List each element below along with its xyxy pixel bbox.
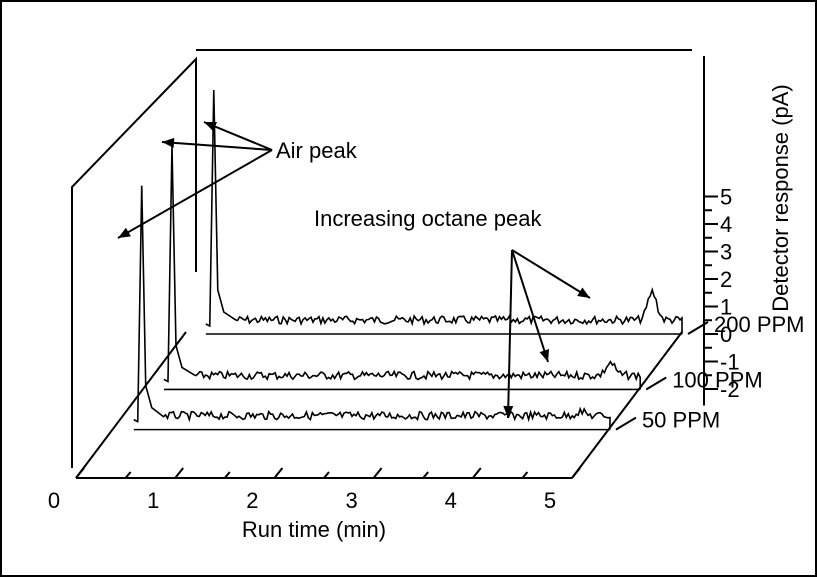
octane-arrow-3-head [503, 405, 514, 418]
octane-arrow-3 [507, 249, 513, 419]
left-wall [71, 56, 197, 468]
legend-label: 50 PPM [642, 408, 720, 433]
annotations: Air peak Increasing octane peak [117, 121, 591, 419]
x-minor-tick [422, 471, 429, 479]
x-tick-label: 3 [345, 488, 357, 513]
y-tick-label: 5 [720, 185, 732, 210]
x-minor-tick [323, 471, 330, 479]
depth-tick [687, 321, 709, 335]
x-axis-label: Run time (min) [242, 517, 386, 542]
y-tick-label: 2 [720, 267, 732, 292]
y-tick-label: 4 [720, 212, 732, 237]
annotation-air-peak: Air peak [276, 138, 358, 163]
air-arrow-2-head [162, 137, 175, 148]
series-traces: 200 PPM 100 PPM 50 PPM [133, 89, 805, 433]
trace-200-ppm [205, 89, 683, 334]
x-tick-label: 4 [445, 488, 457, 513]
legend-label: 100 PPM [672, 367, 763, 392]
x-major-tick [472, 467, 482, 479]
x-tick-label: 2 [246, 488, 258, 513]
trace-50-ppm [133, 185, 611, 430]
x-major-tick [174, 467, 184, 479]
octane-arrow-1-head [577, 287, 590, 298]
axis-labels: Run time (min) Detector response (pA) [242, 84, 793, 542]
octane-arrow-1 [511, 249, 591, 299]
x-major-tick [75, 467, 85, 479]
x-tick-label: 1 [147, 488, 159, 513]
floor-right-edge [571, 331, 683, 479]
air-arrow-1-head [204, 121, 217, 132]
octane-arrow-2-head [539, 349, 550, 362]
air-arrow-1 [203, 121, 273, 151]
x-major-tick [571, 467, 581, 479]
y-axis-label: Detector response (pA) [768, 84, 793, 311]
legend-label: 200 PPM [714, 312, 805, 337]
depth-tick [615, 416, 637, 431]
x-tick-label: 0 [48, 488, 60, 513]
octane-arrow-2 [511, 249, 549, 363]
x-minor-tick [521, 471, 529, 479]
x-minor-tick [224, 471, 231, 479]
air-arrow-3 [117, 149, 273, 239]
trace-100-ppm [163, 145, 642, 390]
x-major-tick [273, 467, 284, 479]
x-major-tick [372, 467, 383, 479]
annotation-octane-peak: Increasing octane peak [314, 206, 542, 231]
y-tick-label: 0 [720, 322, 732, 347]
depth-tick [645, 376, 667, 391]
y-tick-label: 3 [720, 240, 732, 265]
air-arrow-3-head [118, 227, 131, 238]
x-tick-label: 5 [544, 488, 556, 513]
air-arrow-2 [161, 141, 273, 151]
y-tick-label: -1 [720, 350, 740, 375]
y-tick-label: -2 [720, 377, 740, 402]
x-minor-tick [124, 471, 132, 479]
y-tick-label: 1 [720, 295, 732, 320]
